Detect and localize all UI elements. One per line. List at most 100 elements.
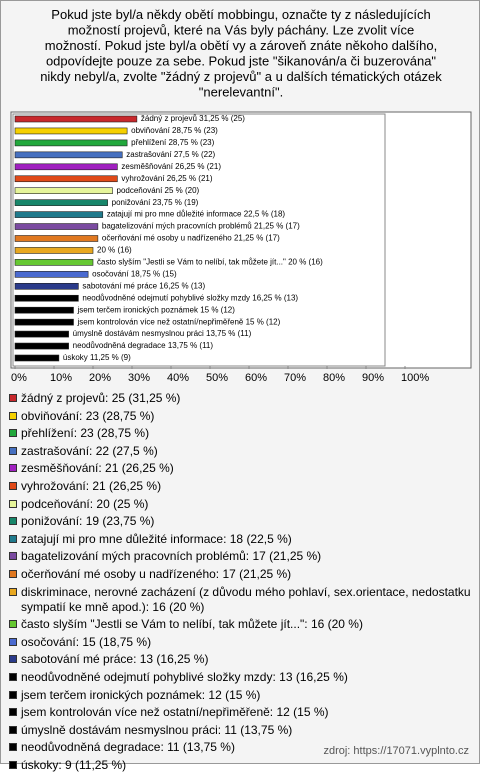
legend-swatch xyxy=(9,569,17,578)
legend-swatch xyxy=(9,481,17,490)
legend-label: přehlížení: 23 (28,75 %) xyxy=(21,426,150,441)
legend-item: zatajují mi pro mne důležité informace: … xyxy=(9,532,471,547)
data-label: často slyším "Jestli se Vám to nelíbí, t… xyxy=(97,258,323,267)
legend-item: jsem kontrolován více než ostatní/nepřim… xyxy=(9,705,471,720)
data-label: přehlížení 28,75 % (23) xyxy=(131,138,214,147)
data-label: žádný z projevů 31,25 % (25) xyxy=(141,114,245,123)
legend-label: očerňování mé osoby u nadřízeného: 17 (2… xyxy=(21,566,292,581)
legend-item: sabotování mé práce: 13 (16,25 %) xyxy=(9,652,471,667)
legend-label: jsem kontrolován více než ostatní/nepřim… xyxy=(21,705,329,720)
legend-swatch xyxy=(9,552,17,561)
legend-item: žádný z projevů: 25 (31,25 %) xyxy=(9,391,471,406)
legend-label: žádný z projevů: 25 (31,25 %) xyxy=(21,391,181,405)
source: zdroj: https://17071.vyplnto.cz xyxy=(323,745,469,757)
legend-label: diskriminace, nerovné zacházení (z důvod… xyxy=(21,584,471,614)
legend-swatch xyxy=(9,411,17,420)
data-label: očerňování mé osoby u nadřízeného 21,25 … xyxy=(102,234,280,243)
bar xyxy=(14,211,104,218)
bar xyxy=(14,247,94,254)
bar xyxy=(14,342,69,350)
legend: žádný z projevů: 25 (31,25 %) obviňování:… xyxy=(9,391,471,775)
data-label: podceňování 25 % (20) xyxy=(117,186,200,195)
bar xyxy=(14,330,69,338)
data-label: úskoky 11,25 % (9) xyxy=(63,353,131,362)
legend-swatch xyxy=(9,394,17,402)
legend-swatch xyxy=(9,620,17,629)
data-label: jsem kontrolován více než ostatní/nepřim… xyxy=(77,317,281,326)
chart-title: možností. Pokud jste byl/a obětí vy a zá… xyxy=(45,38,437,53)
x-tick-label: 40% xyxy=(167,372,189,384)
chart-title: odpovídejte pouze za sebe. Pokud jste "š… xyxy=(46,54,436,69)
bar xyxy=(14,271,89,278)
bar xyxy=(14,163,118,171)
x-tick-label: 30% xyxy=(128,372,150,384)
legend-label: sabotování mé práce: 13 (16,25 %) xyxy=(21,652,209,667)
x-tick-label: 80% xyxy=(323,372,345,384)
legend-label: úmyslně dostávám nesmyslnou práci: 11 (1… xyxy=(21,722,293,737)
legend-swatch xyxy=(9,690,17,699)
x-tick-label: 10% xyxy=(50,372,72,384)
data-label: jsem terčem ironických poznámek 15 % (12… xyxy=(77,305,236,314)
legend-label: neodůvodněná degradace: 11 (13,75 %) xyxy=(21,740,235,755)
x-tick-label: 70% xyxy=(284,372,306,384)
legend-item: ponižování: 19 (23,75 %) xyxy=(9,514,471,529)
legend-label: obviňování: 23 (28,75 %) xyxy=(21,408,155,423)
legend-item: vyhrožování: 21 (26,25 %) xyxy=(9,479,471,494)
legend-item: zastrašování: 22 (27,5 %) xyxy=(9,444,471,459)
legend-swatch xyxy=(9,655,17,664)
legend-swatch xyxy=(9,429,17,438)
data-label: vyhrožování 26,25 % (21) xyxy=(121,174,212,183)
data-label: sabotování mé práce 16,25 % (13) xyxy=(82,281,205,290)
data-label: úmyslně dostávám nesmyslnou práci 13,75 … xyxy=(73,329,252,338)
bar xyxy=(14,294,79,302)
legend-swatch xyxy=(9,760,17,769)
data-label: osočování 18,75 % (15) xyxy=(92,269,177,278)
chart-title: "nerelevantní". xyxy=(199,85,283,100)
legend-label: zesměšňování: 21 (26,25 %) xyxy=(21,461,174,476)
legend-item: přehlížení: 23 (28,75 %) xyxy=(9,426,471,441)
legend-item: diskriminace, nerovné zacházení (z důvod… xyxy=(9,585,471,615)
chart: Pokud jste byl/a někdy obětí mobbingu, o… xyxy=(10,7,472,384)
bar xyxy=(14,151,123,159)
legend-label: úskoky: 9 (11,25 %) xyxy=(21,757,127,772)
legend-item: jsem terčem ironických poznámek: 12 (15 … xyxy=(9,688,471,703)
legend-label: zatajují mi pro mne důležité informace: … xyxy=(21,531,292,546)
legend-label: osočování: 15 (18,75 %) xyxy=(21,634,152,649)
legend-item: neodůvodněná degradace: 11 (13,75 %) xyxy=(9,740,471,755)
bar xyxy=(14,175,118,183)
x-tick-label: 50% xyxy=(206,372,228,384)
legend-swatch xyxy=(9,446,17,455)
legend-item: neodůvodněné odejmutí pohyblivé složky m… xyxy=(9,670,471,685)
bar xyxy=(14,127,128,135)
data-label: 20 % (16) xyxy=(97,246,132,255)
legend-swatch xyxy=(9,587,17,596)
chart-title: nikdy nebyl/a, zvolte "žádný z projevů" … xyxy=(40,69,442,84)
bar xyxy=(14,187,113,194)
legend-item: úskoky: 9 (11,25 %) xyxy=(9,758,471,773)
x-tick-label: 100% xyxy=(401,372,429,384)
legend-label: podceňování: 20 (25 %) xyxy=(21,496,149,511)
bar xyxy=(14,199,108,206)
legend-swatch xyxy=(9,725,17,734)
legend-item: často slyším "Jestli se Vám to nelíbí, t… xyxy=(9,617,471,632)
bar xyxy=(14,306,74,314)
legend-item: osočování: 15 (18,75 %) xyxy=(9,635,471,650)
bar xyxy=(14,235,99,242)
bar xyxy=(14,139,128,147)
bar xyxy=(14,318,74,326)
bar xyxy=(14,282,79,290)
x-tick-label: 60% xyxy=(245,372,267,384)
bar xyxy=(14,259,94,266)
legend-swatch xyxy=(9,517,17,526)
legend-label: ponižování: 19 (23,75 %) xyxy=(21,514,155,529)
bar xyxy=(14,223,99,230)
legend-label: jsem terčem ironických poznámek: 12 (15 … xyxy=(21,687,261,702)
legend-item: zesměšňování: 21 (26,25 %) xyxy=(9,461,471,476)
legend-label: zastrašování: 22 (27,5 %) xyxy=(21,443,158,458)
legend-item: bagatelizování mých pracovních problémů:… xyxy=(9,549,471,564)
bar xyxy=(14,354,60,362)
bar xyxy=(14,115,138,123)
x-tick-label: 20% xyxy=(89,372,111,384)
data-label: neodůvodněné odejmutí pohyblivé složky m… xyxy=(82,293,298,302)
